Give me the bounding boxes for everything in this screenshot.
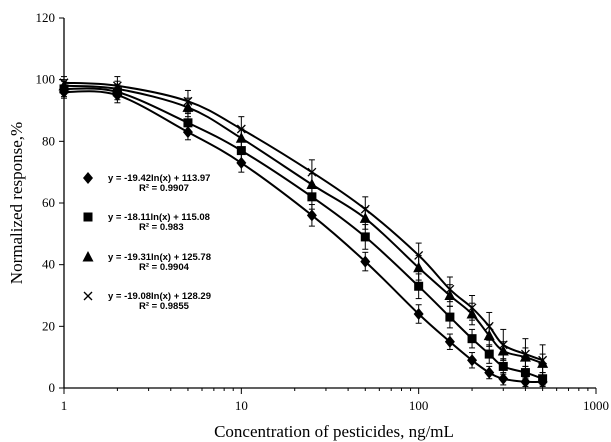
legend-r2: R² = 0.9904 [139,262,190,273]
x-marker [467,303,477,313]
x-marker-stroke [83,291,93,301]
y-tick-label: 60 [42,195,55,210]
x-marker-stroke [183,96,193,106]
y-tick-label: 20 [42,318,55,333]
x-marker-stroke [112,81,122,91]
square-marker [183,118,193,128]
x-marker-stroke [445,284,455,294]
square-marker [445,312,455,322]
x-tick-label: 100 [409,398,429,413]
x-marker-stroke [538,355,548,365]
x-marker-stroke [414,250,424,260]
x-marker-stroke [236,124,246,134]
x-marker-stroke [520,349,530,359]
x-tick-label: 10 [235,398,248,413]
y-tick-label: 40 [42,257,55,272]
square-marker [360,232,370,242]
diamond-marker [83,172,93,184]
square-marker [538,374,548,384]
legend-equation: y = -19.08ln(x) + 128.29 [108,291,211,302]
x-marker [538,355,548,365]
x-marker [183,96,193,106]
square-marker [83,212,93,222]
legend-r2: R² = 0.983 [139,222,184,233]
square-marker [414,281,424,291]
square-marker [307,192,317,202]
x-marker [307,167,317,177]
x-marker [498,340,508,350]
x-marker-stroke [307,167,317,177]
y-axis-title: Normalized response,% [7,122,26,284]
square-marker [520,368,530,378]
x-marker [360,204,370,214]
diamond-marker [467,354,478,367]
legend-equation: y = -19.42ln(x) + 113.97 [108,173,210,184]
square-marker [236,146,246,156]
x-marker-stroke [498,340,508,350]
y-tick-label: 0 [49,380,56,395]
x-marker [112,81,122,91]
y-tick-label: 120 [36,10,56,25]
diamond-marker [444,335,455,348]
diamond-marker [360,255,371,268]
diamond-marker [498,372,509,385]
diamond-marker [306,209,317,222]
fit-curve-triangle [63,84,543,365]
x-marker [59,78,69,88]
y-tick-label: 80 [42,133,55,148]
legend-r2: R² = 0.9855 [139,301,190,312]
x-marker-stroke [484,321,494,331]
square-marker [498,361,508,371]
x-marker [83,291,93,301]
diamond-marker [484,366,495,379]
x-axis-title: Concentration of pesticides, ng/mL [214,422,454,441]
data-points [58,76,549,388]
x-marker [445,284,455,294]
x-marker [520,349,530,359]
diamond-marker [236,156,247,169]
legend-r2: R² = 0.9907 [139,183,189,194]
y-tick-label: 100 [36,72,56,87]
legend-equation: y = -19.31ln(x) + 125.78 [108,252,211,263]
x-marker [236,124,246,134]
square-marker [467,334,477,344]
x-marker [414,250,424,260]
diamond-marker [413,308,424,320]
legend-equation: y = -18.11ln(x) + 115.08 [108,212,210,223]
x-marker-stroke [360,204,370,214]
x-marker-stroke [59,78,69,88]
triangle-marker [82,251,94,262]
square-marker [484,349,494,359]
x-marker-stroke [467,303,477,313]
x-tick-label: 1000 [583,398,609,413]
x-marker [484,321,494,331]
x-tick-label: 1 [61,398,68,413]
